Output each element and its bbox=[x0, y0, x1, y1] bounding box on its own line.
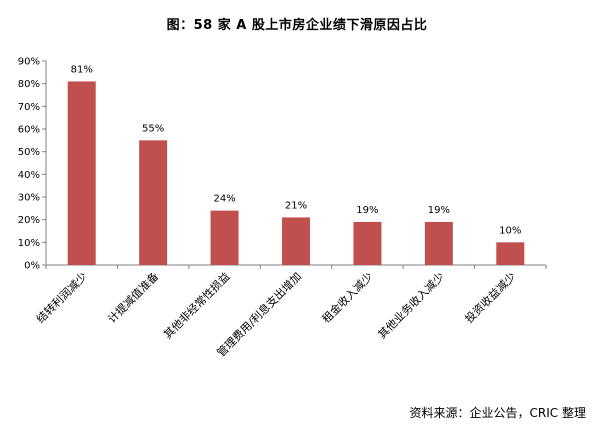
y-tick-label: 50% bbox=[18, 147, 40, 158]
data-label: 21% bbox=[285, 200, 307, 211]
data-label: 24% bbox=[213, 194, 235, 205]
y-tick-label: 70% bbox=[18, 102, 40, 113]
y-tick-label: 60% bbox=[18, 125, 40, 136]
y-tick-label: 20% bbox=[18, 215, 40, 226]
y-tick-label: 0% bbox=[24, 261, 40, 272]
bar-layer bbox=[67, 81, 525, 266]
category-label: 投资收益减少 bbox=[462, 269, 519, 326]
y-tick-label: 40% bbox=[18, 170, 40, 181]
y-tick-label: 10% bbox=[18, 238, 40, 249]
bar bbox=[496, 242, 525, 265]
data-label: 19% bbox=[356, 205, 378, 216]
category-label: 结转利润减少 bbox=[33, 269, 90, 326]
data-label: 81% bbox=[71, 64, 93, 75]
chart-title: 图：58 家 A 股上市房企业绩下滑原因占比 bbox=[166, 18, 428, 33]
bar bbox=[424, 221, 453, 265]
axis-layer: 0% 10% 20% 30% 40% 50% 60% 70% 80% 90% bbox=[18, 57, 547, 272]
bar bbox=[67, 81, 96, 266]
label-layer: 81%结转利润减少55%计提减值准备24%其他非经常性损益21%管理费用/利息支… bbox=[33, 64, 521, 359]
bar bbox=[139, 140, 168, 265]
data-label: 55% bbox=[142, 123, 164, 134]
bar bbox=[353, 221, 382, 265]
bar bbox=[282, 217, 310, 265]
source-note: 资料来源：企业公告，CRIC 整理 bbox=[409, 406, 586, 420]
y-tick-label: 80% bbox=[18, 79, 40, 90]
data-label: 10% bbox=[499, 225, 521, 236]
category-label: 租金收入减少 bbox=[319, 269, 376, 326]
category-label: 计提减值准备 bbox=[105, 269, 162, 326]
y-tick-label: 90% bbox=[18, 57, 40, 68]
category-label: 其他业务收入减少 bbox=[375, 269, 447, 341]
category-label: 其他非经常性损益 bbox=[161, 269, 233, 341]
data-label: 19% bbox=[428, 205, 450, 216]
y-tick-label: 30% bbox=[18, 193, 40, 204]
bar bbox=[210, 210, 239, 265]
